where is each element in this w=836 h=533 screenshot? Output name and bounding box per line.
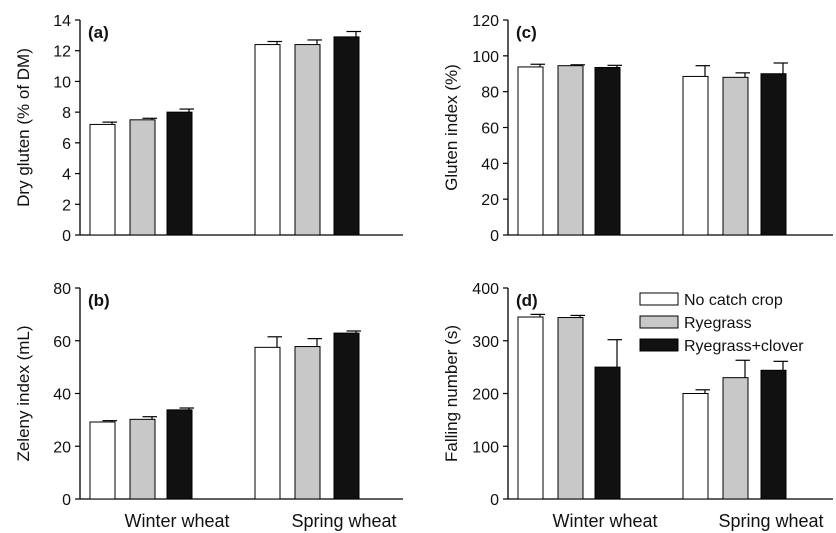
bar-ryegrass-0 bbox=[130, 419, 155, 499]
bar-ryegrass-0 bbox=[558, 318, 583, 499]
panel-d: 0 100 200 300 400 Falling number (s) (d) Winter… bbox=[442, 281, 833, 531]
y-tick-label: 200 bbox=[472, 387, 499, 404]
y-tick-label: 60 bbox=[481, 121, 499, 138]
legend-swatch bbox=[640, 339, 678, 351]
panel-c: 0 20 40 60 80 100 120 Gluten index (%) (c) bbox=[442, 13, 833, 245]
bar-ryegrass-0 bbox=[130, 120, 155, 235]
bar-ryegrass-clover-1 bbox=[761, 370, 786, 499]
bar-no-catch-crop-0 bbox=[90, 422, 115, 499]
category-label: Spring wheat bbox=[291, 511, 396, 531]
panel-b: 0 20 40 60 80 Zeleny index (mL) (b) Winter whea… bbox=[14, 281, 403, 531]
legend-swatch bbox=[640, 316, 678, 328]
y-tick-label: 8 bbox=[62, 105, 71, 122]
y-tick-label: 80 bbox=[53, 281, 71, 298]
bar-no-catch-crop-1 bbox=[683, 76, 708, 235]
bar-ryegrass-clover-1 bbox=[334, 333, 359, 499]
y-tick-label: 400 bbox=[472, 281, 499, 298]
panel-label: (b) bbox=[88, 291, 110, 310]
y-tick-label: 0 bbox=[62, 492, 71, 509]
bar-ryegrass-clover-1 bbox=[761, 74, 786, 235]
y-tick-label: 0 bbox=[62, 228, 71, 245]
y-tick-label: 4 bbox=[62, 167, 71, 184]
y-tick-label: 20 bbox=[481, 192, 499, 209]
panel-label: (c) bbox=[516, 23, 537, 42]
y-tick-label: 80 bbox=[481, 85, 499, 102]
y-tick-label: 0 bbox=[490, 492, 499, 509]
y-tick-label: 40 bbox=[53, 387, 71, 404]
bar-no-catch-crop-0 bbox=[518, 67, 543, 235]
y-tick-label: 10 bbox=[53, 74, 71, 91]
category-label: Winter wheat bbox=[552, 511, 657, 531]
y-tick-label: 40 bbox=[481, 156, 499, 173]
category-label: Spring wheat bbox=[718, 511, 823, 531]
bar-no-catch-crop-0 bbox=[518, 317, 543, 499]
y-tick-label: 100 bbox=[472, 49, 499, 66]
legend-label: Ryegrass+clover bbox=[684, 338, 804, 355]
panel-label: (a) bbox=[88, 23, 109, 42]
y-tick-label: 20 bbox=[53, 439, 71, 456]
y-tick-label: 100 bbox=[472, 439, 499, 456]
y-tick-label: 300 bbox=[472, 334, 499, 351]
y-tick-label: 6 bbox=[62, 136, 71, 153]
bar-ryegrass-clover-1 bbox=[334, 37, 359, 235]
y-tick-label: 2 bbox=[62, 197, 71, 214]
y-tick-label: 14 bbox=[53, 13, 71, 30]
legend-swatch bbox=[640, 293, 678, 305]
bar-ryegrass-clover-0 bbox=[595, 67, 620, 235]
y-axis-label: Dry gluten (% of DM) bbox=[14, 48, 33, 207]
bar-no-catch-crop-1 bbox=[683, 394, 708, 500]
bar-ryegrass-clover-0 bbox=[167, 410, 192, 499]
y-tick-label: 12 bbox=[53, 44, 71, 61]
category-label: Winter wheat bbox=[124, 511, 229, 531]
bar-ryegrass-1 bbox=[295, 347, 320, 499]
bar-ryegrass-clover-0 bbox=[595, 367, 620, 499]
legend-label: Ryegrass bbox=[684, 315, 752, 332]
bar-ryegrass-1 bbox=[723, 378, 748, 499]
bar-ryegrass-1 bbox=[295, 45, 320, 235]
bar-ryegrass-0 bbox=[558, 66, 583, 235]
legend-label: No catch crop bbox=[684, 292, 783, 309]
panel-a: 0 2 4 6 8 10 12 14 Dry gluten (% of DM) (a) bbox=[14, 13, 403, 245]
y-axis-label: Gluten index (%) bbox=[442, 64, 461, 191]
bar-no-catch-crop-0 bbox=[90, 124, 115, 235]
y-tick-label: 120 bbox=[472, 13, 499, 30]
y-tick-label: 60 bbox=[53, 334, 71, 351]
legend: No catch crop Ryegrass Ryegrass+clover bbox=[640, 292, 804, 355]
y-axis-label: Zeleny index (mL) bbox=[14, 325, 33, 461]
bar-no-catch-crop-1 bbox=[255, 45, 280, 235]
y-axis-label: Falling number (s) bbox=[442, 325, 461, 462]
bar-ryegrass-clover-0 bbox=[167, 112, 192, 235]
bar-ryegrass-1 bbox=[723, 77, 748, 235]
y-tick-label: 0 bbox=[490, 228, 499, 245]
bar-no-catch-crop-1 bbox=[255, 347, 280, 499]
panel-label: (d) bbox=[516, 291, 538, 310]
